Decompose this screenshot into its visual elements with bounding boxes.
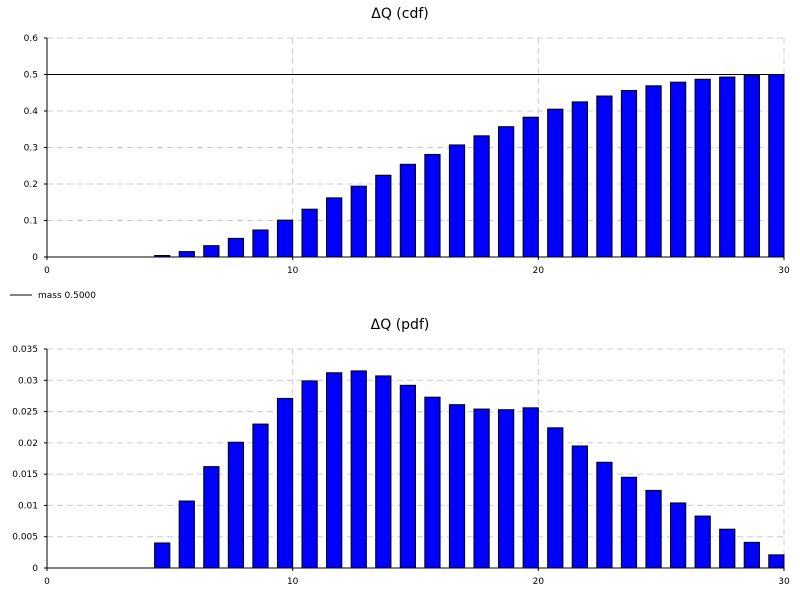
bar — [375, 174, 392, 258]
x-tick-label: 10 — [287, 577, 299, 587]
cdf-axes — [44, 37, 785, 260]
bar — [276, 397, 294, 569]
bar — [473, 135, 490, 258]
bar — [596, 95, 613, 258]
y-tick-label: 0.03 — [18, 376, 38, 386]
cdf-legend: mass 0.5000 — [10, 291, 96, 301]
bar — [571, 445, 588, 569]
x-tick-label: 30 — [778, 266, 790, 276]
bar — [498, 409, 515, 569]
cdf-x-tick-labels: 0 10 20 30 — [44, 266, 790, 276]
bar — [424, 153, 441, 258]
y-tick-label: 0.5 — [24, 71, 38, 81]
bar — [694, 515, 711, 569]
x-tick-label: 20 — [533, 266, 545, 276]
pdf-x-tick-labels: 0 10 20 30 — [44, 577, 790, 587]
y-tick-label: 0.2 — [24, 180, 38, 190]
cdf-chart: ΔQ (cdf) 0 0.1 0.2 0.3 0.4 0.5 0.6 0 10 20 30 mas… — [10, 6, 790, 301]
bar — [252, 423, 269, 569]
bar — [301, 380, 318, 569]
bar — [719, 76, 736, 258]
bar — [276, 219, 294, 258]
x-tick-label: 30 — [778, 577, 790, 587]
bar — [522, 116, 539, 258]
bar — [252, 229, 269, 258]
x-tick-label: 20 — [533, 577, 545, 587]
cdf-bars — [154, 74, 785, 258]
bar — [547, 108, 564, 258]
bar — [743, 541, 760, 569]
pdf-chart: ΔQ (pdf) 0 0.005 0.01 0.015 0.02 0.025 0.03 0.0… — [12, 317, 790, 587]
bar — [227, 237, 245, 258]
y-tick-label: 0.3 — [24, 144, 38, 154]
cdf-y-tick-labels: 0 0.1 0.2 0.3 0.4 0.5 0.6 — [24, 34, 39, 263]
y-tick-label: 0.025 — [12, 408, 38, 418]
bar — [768, 554, 785, 569]
bar — [350, 185, 367, 258]
bar — [645, 85, 662, 258]
bar — [596, 461, 613, 569]
cdf-chart-title: ΔQ (cdf) — [371, 6, 428, 22]
bar — [694, 78, 711, 258]
y-tick-label: 0.01 — [18, 501, 38, 511]
bar — [498, 126, 515, 258]
bar — [424, 396, 441, 569]
y-tick-label: 0.015 — [12, 470, 38, 480]
bar — [743, 75, 760, 258]
bar — [375, 375, 392, 569]
bar — [473, 408, 490, 569]
bar — [350, 370, 367, 569]
bar — [448, 144, 466, 258]
bar — [399, 163, 417, 258]
y-tick-label: 0.4 — [24, 107, 39, 117]
y-tick-label: 0.6 — [24, 34, 39, 44]
bar — [645, 489, 662, 569]
y-tick-label: 0.035 — [12, 345, 38, 355]
bar — [719, 528, 736, 569]
pdf-axes — [44, 348, 785, 571]
legend-label: mass 0.5000 — [38, 291, 96, 301]
bar — [547, 427, 564, 569]
bar — [571, 101, 588, 258]
bar — [203, 245, 220, 258]
pdf-bars — [154, 370, 785, 569]
bar — [326, 372, 343, 569]
pdf-y-tick-labels: 0 0.005 0.01 0.015 0.02 0.025 0.03 0.035 — [12, 345, 38, 574]
bar — [670, 502, 687, 569]
x-tick-label: 0 — [44, 577, 50, 587]
x-tick-label: 0 — [44, 266, 50, 276]
y-tick-label: 0.1 — [24, 217, 38, 227]
bar — [670, 81, 687, 258]
bar — [399, 384, 417, 569]
bar — [301, 208, 318, 258]
bar — [448, 404, 466, 569]
bar — [178, 500, 195, 569]
y-tick-label: 0 — [32, 564, 38, 574]
bar — [227, 441, 245, 569]
y-tick-label: 0.005 — [12, 533, 38, 543]
pdf-chart-title: ΔQ (pdf) — [371, 317, 430, 333]
x-tick-label: 10 — [287, 266, 299, 276]
bar — [154, 542, 171, 569]
bar — [522, 407, 539, 569]
bar — [203, 466, 220, 569]
y-tick-label: 0 — [32, 253, 38, 263]
bar — [768, 74, 785, 258]
y-tick-label: 0.02 — [18, 439, 38, 449]
bar — [620, 476, 638, 569]
bar — [178, 251, 195, 258]
bar — [620, 90, 638, 258]
bar — [326, 197, 343, 258]
